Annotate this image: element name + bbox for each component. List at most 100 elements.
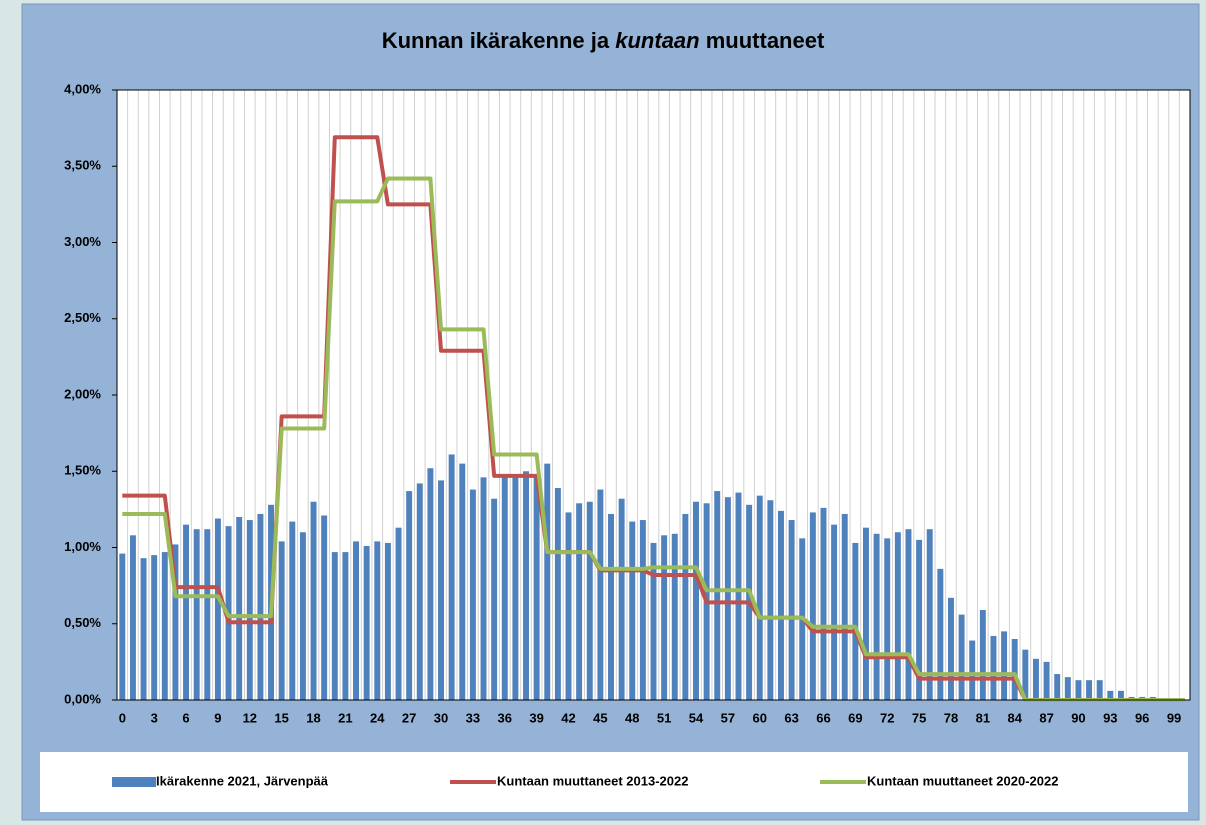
- bar: [608, 513, 614, 700]
- x-tick-label: 48: [625, 710, 639, 725]
- bar: [448, 454, 455, 700]
- bar: [363, 545, 370, 700]
- bar: [480, 477, 487, 700]
- x-tick-label: 69: [848, 710, 862, 725]
- x-tick-label: 36: [498, 710, 512, 725]
- legend-label: Kuntaan muuttaneet 2020-2022: [867, 773, 1058, 788]
- bar: [969, 640, 976, 700]
- bar: [756, 495, 763, 700]
- legend-box: [40, 752, 1188, 812]
- bar: [1096, 680, 1103, 700]
- bar: [894, 532, 901, 700]
- bar: [161, 552, 168, 700]
- labels: 0,00% 0,50% 1,00% 1,50% 2,00% 2,50% 3,00% 3,50%…: [64, 81, 1181, 788]
- legend-label: Ikärakenne 2021, Järvenpää: [156, 773, 329, 788]
- x-tick-label: 87: [1039, 710, 1053, 725]
- bar: [671, 533, 678, 700]
- bar: [129, 535, 136, 700]
- bar: [1054, 674, 1061, 700]
- bar: [1001, 631, 1008, 700]
- bar: [278, 541, 285, 700]
- x-tick-label: 84: [1007, 710, 1022, 725]
- bar: [788, 520, 795, 700]
- x-tick-label: 72: [880, 710, 894, 725]
- bar: [172, 544, 179, 700]
- bar: [353, 541, 360, 700]
- y-tick-label: 1,50%: [64, 463, 101, 478]
- bar: [438, 480, 444, 700]
- bar: [1086, 680, 1093, 700]
- x-tick-label: 45: [593, 710, 607, 725]
- x-tick-label: 96: [1135, 710, 1149, 725]
- legend-label: Kuntaan muuttaneet 2013-2022: [497, 773, 688, 788]
- bar: [246, 520, 253, 700]
- x-tick-label: 15: [274, 710, 288, 725]
- bar: [183, 524, 190, 700]
- bar: [852, 542, 859, 700]
- bar: [331, 552, 338, 700]
- bar: [236, 517, 243, 700]
- bar: [884, 538, 891, 700]
- bar: [1075, 680, 1082, 700]
- bar: [947, 597, 954, 700]
- bar: [469, 489, 476, 700]
- bar: [406, 491, 413, 700]
- bar: [639, 520, 646, 700]
- bar: [1022, 649, 1029, 700]
- x-tick-label: 81: [976, 710, 990, 725]
- bar: [427, 468, 434, 700]
- bar: [459, 463, 466, 700]
- y-tick-label: 0,50%: [64, 615, 101, 630]
- x-tick-label: 27: [402, 710, 416, 725]
- bar: [820, 507, 827, 700]
- x-tick-label: 30: [434, 710, 448, 725]
- x-tick-label: 51: [657, 710, 671, 725]
- y-tick-label: 2,00%: [64, 386, 101, 401]
- bar: [289, 521, 296, 700]
- y-tick-label: 0,00%: [64, 691, 101, 706]
- bar: [693, 501, 699, 700]
- x-tick-label: 12: [243, 710, 257, 725]
- y-tick-label: 2,50%: [64, 310, 101, 325]
- bar: [214, 518, 221, 700]
- bar: [650, 542, 657, 700]
- x-tick-label: 33: [466, 710, 480, 725]
- line: [122, 176, 1185, 702]
- bar: [321, 515, 328, 700]
- x-tick-label: 90: [1071, 710, 1085, 725]
- bar: [416, 483, 423, 700]
- title-part: kuntaan: [615, 28, 699, 53]
- bar: [597, 489, 604, 700]
- bar: [661, 535, 668, 700]
- bar: [395, 527, 402, 700]
- y-tick-label: 4,00%: [64, 81, 101, 96]
- y-tick-label: 3,50%: [64, 158, 101, 173]
- bar: [863, 527, 869, 700]
- y-tick-label: 3,00%: [64, 234, 101, 249]
- bar: [873, 533, 880, 700]
- bar: [905, 529, 912, 700]
- bar: [990, 635, 997, 700]
- legend-swatch: [112, 777, 156, 787]
- bar: [310, 501, 317, 700]
- bar: [119, 553, 126, 700]
- bar: [841, 513, 848, 700]
- bar: [491, 498, 498, 700]
- bar: [767, 500, 774, 700]
- bar: [778, 510, 784, 700]
- x-tick-label: 6: [182, 710, 189, 725]
- line: [122, 135, 1185, 702]
- x-tick-label: 0: [119, 710, 126, 725]
- bar: [523, 471, 529, 700]
- bar: [299, 532, 306, 700]
- x-tick-label: 99: [1167, 710, 1181, 725]
- bar: [512, 475, 519, 700]
- chart-title: Kunnan ikärakenne ja kuntaan muuttaneet: [382, 28, 825, 53]
- grid: [127, 90, 1180, 700]
- bar: [533, 475, 540, 700]
- bar: [916, 539, 923, 700]
- x-tick-label: 60: [753, 710, 767, 725]
- bar: [618, 498, 625, 700]
- bar: [1064, 677, 1071, 700]
